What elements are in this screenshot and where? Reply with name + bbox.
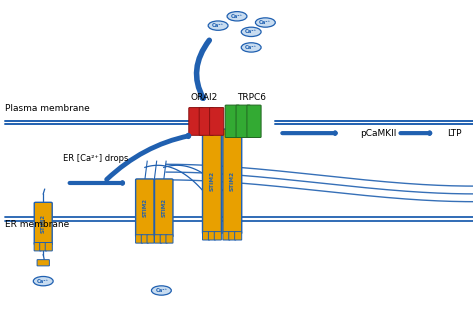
FancyBboxPatch shape [34,202,52,245]
Text: pCaMKII: pCaMKII [360,129,396,138]
Text: Ca²⁺: Ca²⁺ [259,20,272,25]
Text: STIM2: STIM2 [161,198,166,218]
FancyBboxPatch shape [247,105,261,137]
FancyBboxPatch shape [136,179,154,237]
Text: Ca²⁺: Ca²⁺ [245,45,257,50]
FancyBboxPatch shape [147,235,154,243]
Text: ORAI2: ORAI2 [190,93,218,102]
FancyBboxPatch shape [210,108,224,135]
Text: STIM2: STIM2 [142,198,147,218]
Text: STIM2: STIM2 [230,171,235,192]
FancyArrowPatch shape [197,40,210,98]
Ellipse shape [33,276,53,286]
Ellipse shape [227,12,247,21]
FancyBboxPatch shape [214,232,221,240]
FancyBboxPatch shape [229,232,236,240]
Text: Ca²⁺: Ca²⁺ [245,29,257,34]
FancyBboxPatch shape [136,235,143,243]
FancyBboxPatch shape [160,235,167,243]
FancyBboxPatch shape [40,243,47,251]
FancyBboxPatch shape [223,232,230,240]
Ellipse shape [255,18,275,27]
Text: LTP: LTP [447,129,462,138]
Ellipse shape [208,21,228,30]
Text: Ca²⁺: Ca²⁺ [155,288,167,293]
FancyBboxPatch shape [225,105,239,137]
FancyBboxPatch shape [34,243,41,251]
FancyBboxPatch shape [209,232,216,240]
FancyBboxPatch shape [199,108,213,135]
Text: Ca²⁺: Ca²⁺ [212,23,224,28]
Text: ER membrane: ER membrane [5,220,70,229]
FancyBboxPatch shape [37,260,49,266]
FancyBboxPatch shape [189,108,203,135]
Text: STIM2: STIM2 [41,214,46,233]
FancyBboxPatch shape [236,105,250,137]
FancyBboxPatch shape [202,129,221,234]
Text: Ca²⁺: Ca²⁺ [37,279,49,284]
FancyBboxPatch shape [45,243,52,251]
Ellipse shape [241,43,261,52]
Ellipse shape [241,27,261,37]
Text: Plasma membrane: Plasma membrane [5,104,90,113]
FancyBboxPatch shape [155,179,173,237]
Text: ER [Ca²⁺] drops: ER [Ca²⁺] drops [63,154,128,163]
FancyBboxPatch shape [155,235,162,243]
FancyBboxPatch shape [141,235,148,243]
Text: STIM2: STIM2 [210,171,214,192]
FancyBboxPatch shape [166,235,173,243]
Text: Ca²⁺: Ca²⁺ [231,14,243,19]
Ellipse shape [152,286,171,295]
FancyBboxPatch shape [235,232,242,240]
FancyBboxPatch shape [223,129,242,234]
Text: TRPC6: TRPC6 [237,93,266,102]
FancyBboxPatch shape [202,232,210,240]
FancyArrowPatch shape [107,135,189,180]
